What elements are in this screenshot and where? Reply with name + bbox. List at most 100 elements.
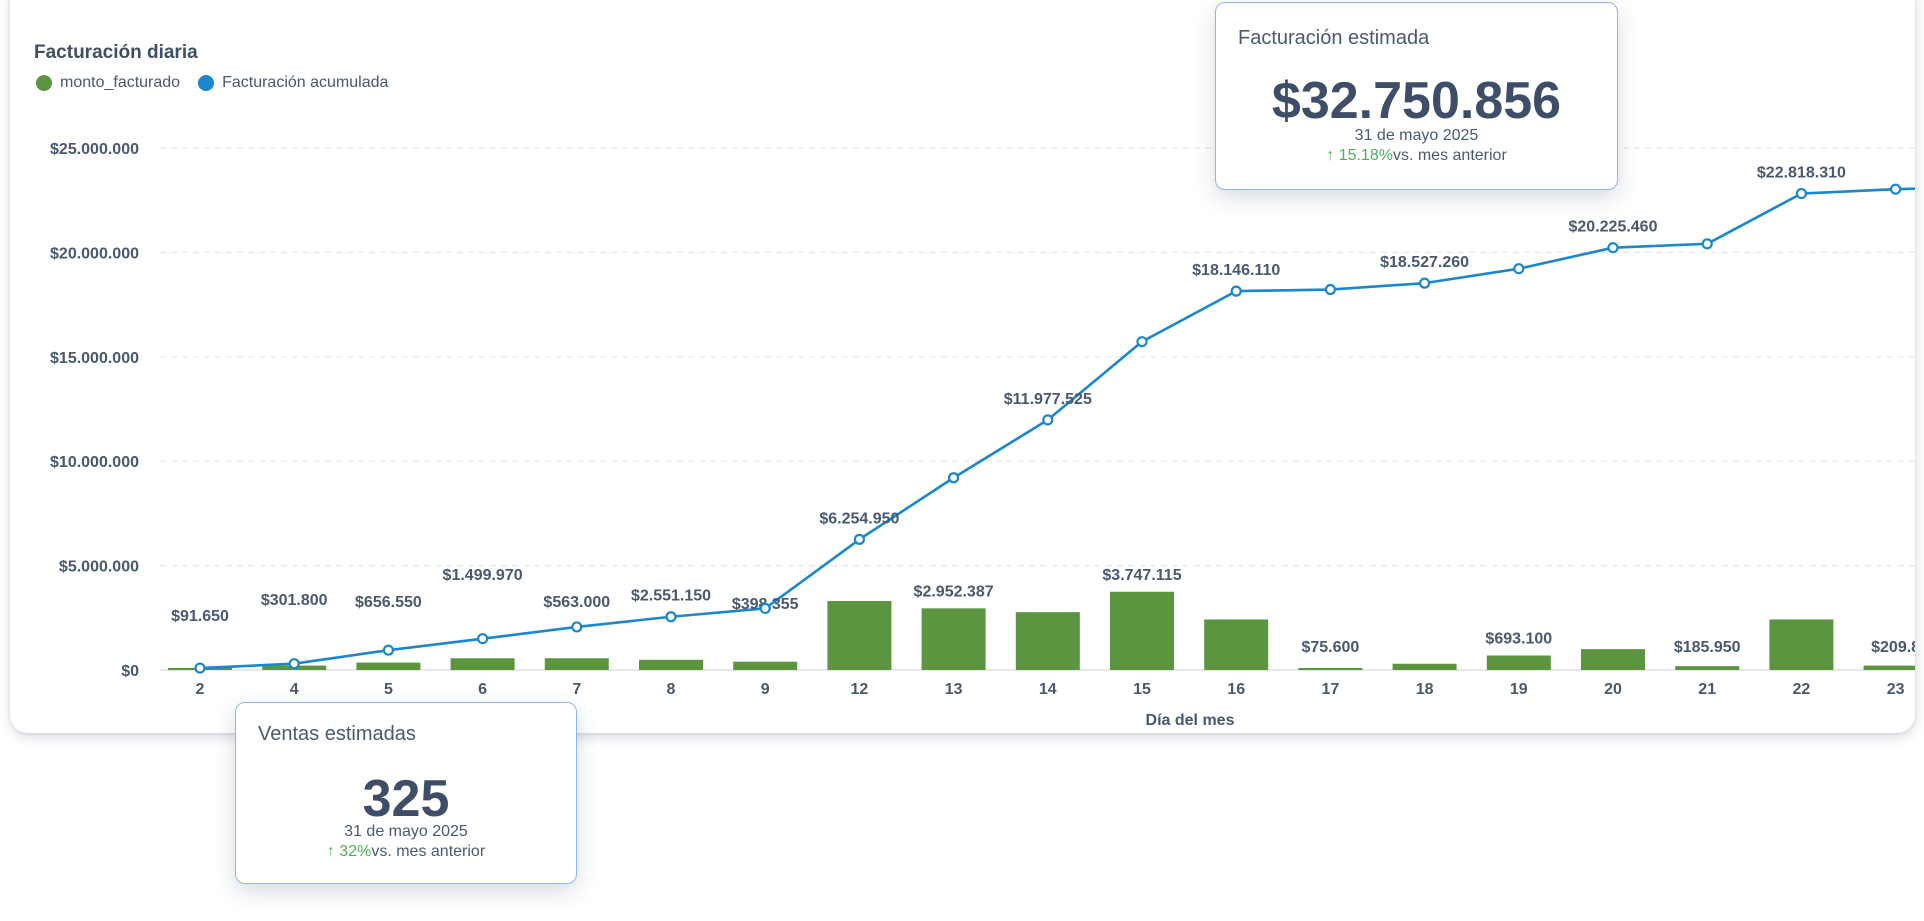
line-point: [382, 644, 394, 656]
bar: [1863, 665, 1915, 670]
x-tick-label: 5: [384, 681, 393, 698]
x-tick-label: 14: [1039, 681, 1057, 698]
kpi-card-ventas-estimadas: Ventas estimadas 325 31 de mayo 2025 ↑ 3…: [235, 702, 577, 884]
kpi-date: 31 de mayo 2025: [344, 823, 468, 840]
bar: [1581, 649, 1645, 670]
x-tick-label: 6: [478, 681, 487, 698]
series-line-facturacion-acumulada: [199, 187, 1915, 670]
line-data-label: $18.527.260: [1380, 254, 1469, 271]
x-tick-label: 21: [1698, 681, 1716, 698]
line-data-label: $6.254.950: [819, 510, 899, 527]
legend-item-monto-facturado[interactable]: monto_facturado: [36, 74, 180, 92]
kpi-title: Ventas estimadas: [258, 723, 416, 745]
line-point: [1513, 263, 1525, 275]
bar: [356, 662, 421, 670]
bar: [1298, 668, 1363, 670]
line-point: [1607, 242, 1619, 254]
legend-label-monto-facturado: monto_facturado: [60, 74, 181, 91]
x-tick-label: 9: [761, 681, 770, 698]
line-data-label: $20.225.460: [1569, 219, 1658, 236]
kpi-value: 325: [362, 770, 450, 828]
legend-item-facturacion-acumulada[interactable]: Facturación acumulada: [198, 74, 388, 92]
line-point: [759, 602, 771, 615]
y-tick-label: $20.000.000: [50, 245, 139, 262]
bar: [921, 608, 986, 670]
line-point: [1230, 285, 1242, 297]
line-point: [1324, 283, 1337, 296]
bar-data-label: $185.950: [1674, 639, 1741, 656]
kpi-change: ↑ 15.18%vs. mes anterior: [1216, 147, 1617, 165]
trend-up-icon: ↑: [1326, 147, 1335, 164]
x-tick-label: 20: [1604, 681, 1622, 698]
line-point: [853, 533, 866, 545]
bar: [1486, 655, 1551, 670]
bar: [1675, 666, 1740, 670]
line-point: [1889, 183, 1902, 195]
trend-up-icon: ↑: [326, 843, 335, 860]
line-point: [947, 472, 960, 484]
chart-title: Facturación diaria: [34, 42, 198, 63]
y-tick-label: $0: [121, 663, 139, 680]
bar-data-label: $2.952.387: [914, 583, 994, 600]
x-tick-label: 17: [1322, 681, 1340, 698]
x-tick-label: 12: [851, 681, 869, 698]
x-tick-label: 8: [667, 681, 676, 698]
line-point: [571, 621, 583, 633]
bar-data-label: $301.800: [261, 592, 328, 609]
kpi-card-facturacion-estimada: Facturación estimada $32.750.856 31 de m…: [1215, 2, 1618, 190]
x-tick-label: 7: [572, 681, 581, 698]
kpi-change-text: vs. mes anterior: [371, 843, 486, 860]
kpi-date: 31 de mayo 2025: [1354, 127, 1479, 144]
x-tick-label: 23: [1887, 681, 1905, 698]
bar: [639, 659, 703, 670]
bar: [1204, 619, 1269, 670]
y-tick-label: $25.000.000: [50, 141, 139, 158]
bar: [544, 658, 609, 670]
kpi-change-value: 15.18%: [1338, 147, 1393, 164]
line-point: [1795, 187, 1808, 200]
legend-dot-monto-facturado: [36, 75, 52, 91]
kpi-change: ↑ 32%vs. mes anterior: [236, 843, 576, 861]
line-point: [288, 658, 300, 670]
bar-data-label: $1.499.970: [443, 567, 523, 584]
line-data-label: $11.977.525: [1004, 391, 1092, 408]
y-tick-label: $15.000.000: [50, 350, 139, 367]
x-tick-label: 18: [1416, 681, 1434, 698]
bar-data-label: $75.600: [1301, 639, 1359, 656]
bar-data-label: $3.747.115: [1102, 567, 1181, 584]
kpi-title: Facturación estimada: [1238, 27, 1430, 49]
kpi-value: $32.750.856: [1271, 72, 1562, 130]
bar-data-label: $91.650: [171, 608, 229, 625]
x-tick-label: 22: [1793, 681, 1811, 698]
line-point: [477, 633, 489, 645]
x-tick-label: 19: [1510, 681, 1528, 698]
chart-card: Facturación diaria monto_facturado Factu…: [10, 0, 1915, 733]
bar: [1392, 663, 1457, 670]
line-data-label: $18.146.110: [1192, 262, 1280, 279]
line-data-label: $22.818.310: [1757, 165, 1846, 182]
line-point: [1136, 336, 1148, 348]
x-tick-label: 4: [290, 681, 299, 698]
line-point: [1701, 238, 1713, 250]
bar-data-label: $209.8: [1871, 639, 1915, 656]
bar: [1769, 619, 1834, 670]
x-axis-title: Día del mes: [1146, 712, 1235, 729]
bar-data-label: $693.100: [1485, 631, 1552, 648]
chart-legend: monto_facturado Facturación acumulada: [36, 74, 388, 92]
y-tick-label: $10.000.000: [50, 454, 139, 471]
kpi-change-text: vs. mes anterior: [1392, 147, 1507, 164]
y-tick-label: $5.000.000: [59, 559, 139, 576]
bar-data-label: $656.550: [355, 594, 422, 611]
line-point: [1418, 277, 1431, 289]
chart-plot: $0 $5.000.000 $10.000.000 $15.000.000 $20.00…: [50, 141, 1915, 729]
kpi-change-value: 32%: [339, 843, 372, 860]
bar: [450, 658, 515, 670]
x-tick-label: 2: [196, 681, 205, 698]
line-data-label: $2.551.150: [631, 588, 711, 605]
line-point: [665, 611, 677, 623]
legend-dot-facturacion-acumulada: [198, 75, 215, 91]
bar: [827, 600, 892, 670]
x-tick-label: 15: [1133, 681, 1151, 698]
bar-data-label: $563.000: [543, 594, 610, 611]
x-tick-label: 16: [1227, 681, 1245, 698]
